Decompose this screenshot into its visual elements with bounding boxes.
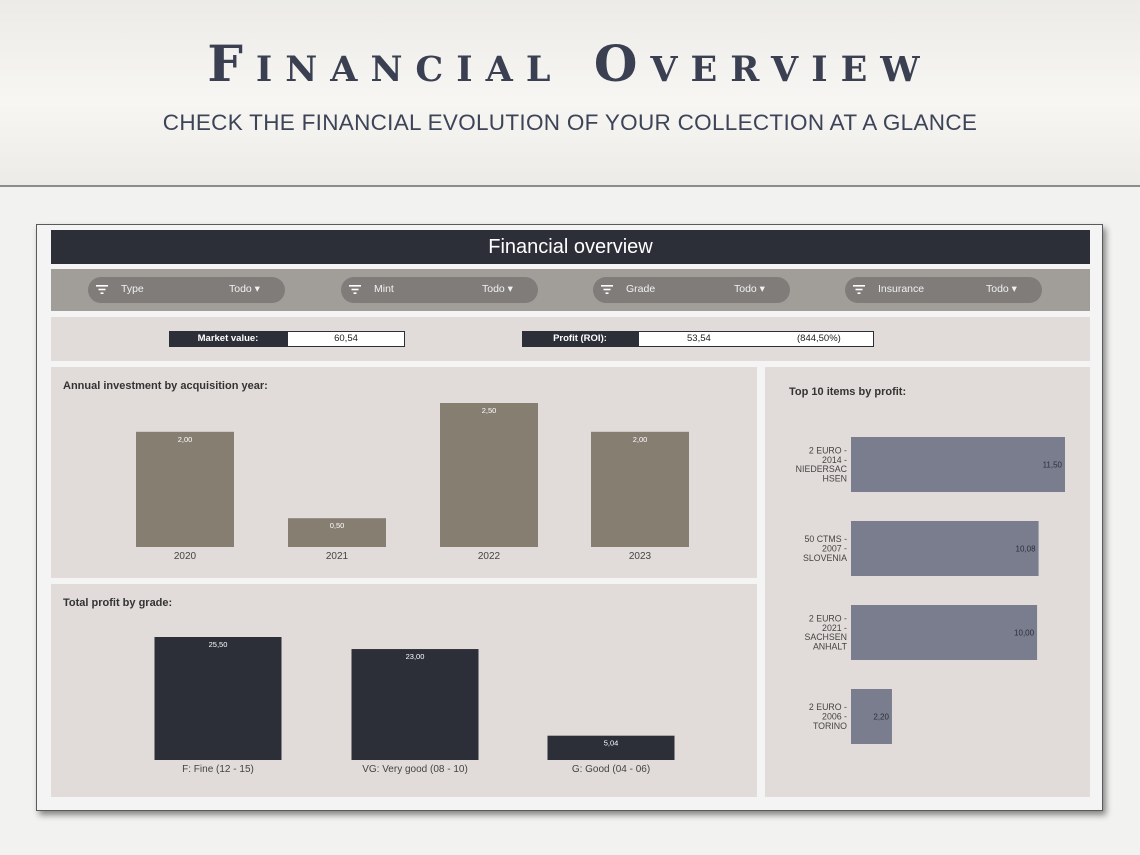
annual-bar-value: 2,50 (482, 406, 497, 415)
top-item-label: SLOVENIA (803, 553, 847, 563)
dashboard-window: Financial overview Type Todo ▾ Mint Todo… (36, 224, 1103, 811)
kpi-band: Market value: 60,54 Profit (ROI): 53,54 … (51, 317, 1090, 361)
annual-bar-value: 0,50 (330, 521, 345, 530)
grade-category-label: VG: Very good (08 - 10) (362, 764, 468, 775)
filter-type-dropdown[interactable]: Todo ▾ (229, 283, 260, 295)
annual-bar[interactable] (591, 431, 689, 547)
annual-bar[interactable] (136, 431, 234, 547)
top-item-label: 2006 - (822, 712, 847, 722)
top-item-bar[interactable] (851, 605, 1038, 660)
top-item-value: 10,00 (1014, 629, 1035, 638)
annual-year-label: 2022 (478, 551, 501, 562)
top-item-label: 2007 - (822, 544, 847, 554)
top-item-label: 2 EURO - (809, 446, 847, 456)
annual-bar-value: 2,00 (178, 435, 193, 444)
grade-bar[interactable] (547, 735, 675, 760)
annual-year-label: 2023 (629, 551, 652, 562)
grade-bar-value: 25,50 (209, 640, 228, 649)
annual-bar[interactable] (288, 518, 386, 547)
filter-insurance-label: Insurance (878, 283, 925, 295)
filter-bar: Type Todo ▾ Mint Todo ▾ Grade Todo ▾ Ins… (51, 269, 1090, 311)
top-item-label: 2014 - (822, 455, 847, 465)
profit-by-grade-panel: Total profit by grade: 25,50 F: Fine (12 … (51, 584, 757, 797)
dashboard-title: Financial overview (51, 230, 1090, 264)
top-item-label: 2 EURO - (809, 702, 847, 712)
top-item-label: ANHALT (813, 641, 848, 651)
filter-grade[interactable]: Grade Todo ▾ (593, 277, 790, 303)
top-item-label: 2021 - (822, 623, 847, 633)
top-item-value: 11,50 (1043, 461, 1063, 470)
top-item-bar[interactable] (851, 689, 892, 744)
top-item-value: 10,08 (1016, 545, 1037, 554)
filter-icon (96, 285, 108, 294)
annual-bar-value: 2,00 (633, 435, 648, 444)
top-items-title: Top 10 items by profit: (789, 386, 907, 398)
top-item-bar[interactable] (851, 437, 1065, 492)
filter-grade-dropdown[interactable]: Todo ▾ (734, 283, 765, 295)
filter-grade-label: Grade (626, 283, 656, 295)
top-items-panel: Top 10 items by profit: 11,50 2 EURO -201… (765, 367, 1090, 797)
grade-bar-value: 5,04 (604, 739, 619, 748)
top-item-label: 2 EURO - (809, 614, 847, 624)
filter-type[interactable]: Type Todo ▾ (88, 277, 285, 303)
grade-category-label: G: Good (04 - 06) (572, 764, 650, 775)
annual-year-label: 2021 (326, 551, 349, 562)
hero-subtitle: CHECK THE FINANCIAL EVOLUTION OF YOUR CO… (162, 110, 978, 135)
top-item-bar[interactable] (851, 521, 1039, 576)
top-item-label: SACHSEN (804, 632, 847, 642)
filter-icon (601, 285, 613, 294)
profit-box: 53,54 (844,50%) (638, 331, 874, 347)
filter-mint-dropdown[interactable]: Todo ▾ (482, 283, 513, 295)
hero-banner: Financial Overview CHECK THE FINANCIAL E… (0, 0, 1140, 187)
top-item-value: 2,20 (873, 713, 889, 722)
filter-mint-label: Mint (374, 283, 394, 295)
top-item-label: NIEDERSAC (796, 464, 848, 474)
filter-type-label: Type (121, 283, 144, 295)
annual-investment-title: Annual investment by acquisition year: (63, 380, 268, 392)
top-item-label: TORINO (813, 721, 847, 731)
filter-icon (349, 285, 361, 294)
top-item-label: HSEN (823, 473, 847, 483)
filter-insurance-dropdown[interactable]: Todo ▾ (986, 283, 1017, 295)
profit-label: Profit (ROI): (522, 331, 638, 347)
grade-category-label: F: Fine (12 - 15) (182, 764, 254, 775)
grade-bar[interactable] (154, 637, 282, 760)
profit-value: 53,54 (687, 333, 711, 344)
annual-bar[interactable] (440, 403, 538, 547)
annual-investment-chart: 2,00 2020 0,50 2021 2,50 2022 2,00 2023 (136, 403, 689, 562)
profit-by-grade-chart: 25,50 F: Fine (12 - 15) 23,00 VG: Very good… (154, 637, 675, 775)
annual-year-label: 2020 (174, 551, 197, 562)
top-item-label: 50 CTMS - (804, 534, 847, 544)
roi-value: (844,50%) (797, 333, 841, 344)
grade-bar-value: 23,00 (406, 652, 425, 661)
hero-title: Financial Overview (207, 34, 933, 93)
filter-insurance[interactable]: Insurance Todo ▾ (845, 277, 1042, 303)
profit-by-grade-title: Total profit by grade: (63, 597, 173, 609)
filter-icon (853, 285, 865, 294)
filter-mint[interactable]: Mint Todo ▾ (341, 277, 538, 303)
market-value-label: Market value: (169, 331, 287, 347)
grade-bar[interactable] (351, 649, 479, 760)
top-items-chart: 11,502 EURO -2014 -NIEDERSACHSEN10,0850 … (796, 437, 1065, 744)
market-value: 60,54 (287, 331, 405, 347)
annual-investment-panel: Annual investment by acquisition year: 2… (51, 367, 757, 578)
